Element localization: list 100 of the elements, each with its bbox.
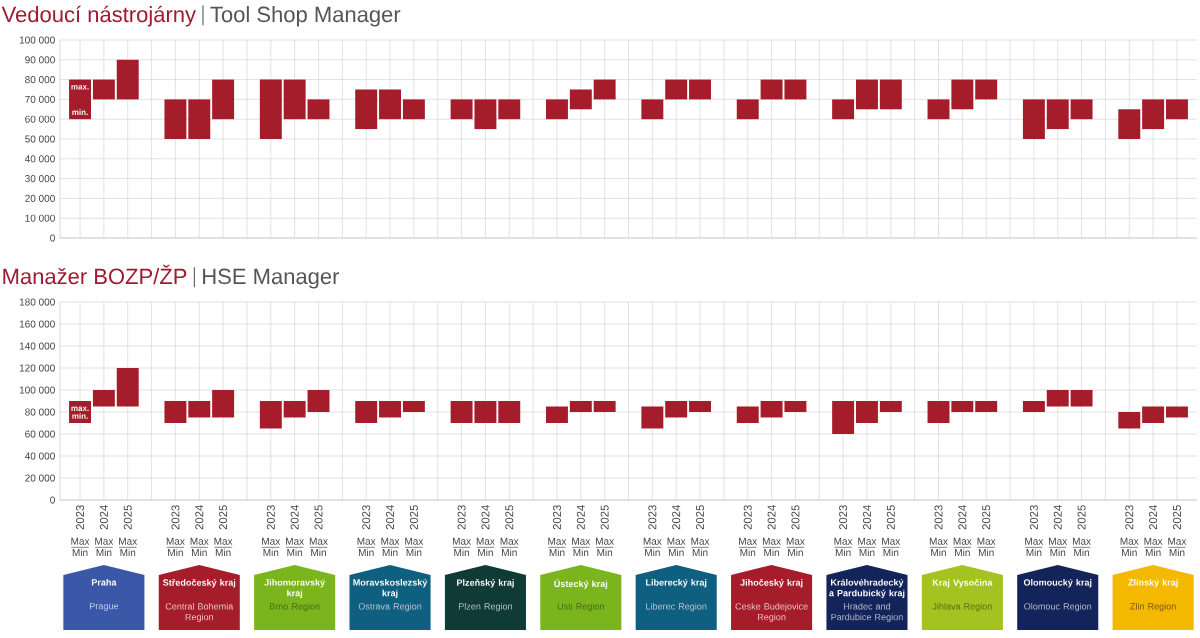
annotation: min.	[72, 109, 88, 115]
x-tick-label: 2023	[362, 505, 371, 530]
x-tick-label: 2024	[576, 505, 585, 530]
bar	[832, 400, 855, 434]
bar	[379, 89, 402, 120]
text: Max	[929, 537, 948, 545]
text: Max	[95, 537, 114, 545]
y-tick-label: 0	[50, 234, 55, 242]
text: Plzen Region	[458, 602, 513, 612]
bar	[164, 400, 187, 423]
y-tick-label: 100 000	[19, 36, 55, 44]
y-tick-label: 60 000	[25, 430, 55, 438]
x-tick-label: 2025	[219, 505, 228, 530]
text: Zlin Region	[1130, 602, 1176, 612]
text: Min	[358, 548, 374, 556]
x-tick-label: 2023	[171, 505, 180, 530]
text: Max	[214, 537, 233, 545]
x-tick-label: 2023	[1029, 505, 1038, 530]
bar	[307, 389, 330, 412]
text: Min	[1050, 548, 1066, 556]
bar	[546, 99, 568, 120]
bar	[975, 400, 998, 412]
text: Max	[1168, 537, 1187, 545]
x-tick-label: 2024	[672, 505, 681, 530]
text: Min	[406, 548, 422, 556]
chart-subtitle: Tool Shop Manager	[210, 6, 401, 27]
x-tick-label: 2025	[886, 505, 895, 530]
y-tick-label: 40 000	[24, 452, 55, 460]
bar	[355, 400, 378, 423]
bar	[116, 59, 139, 100]
text: Olomoucký kraj	[1023, 578, 1092, 588]
text: Brno Region	[269, 602, 320, 612]
y-tick-label: 120 000	[19, 364, 55, 372]
text: Jihomoravský kraj	[264, 578, 326, 599]
text: Max	[596, 537, 614, 545]
text: Min	[955, 548, 970, 556]
text: Max	[977, 537, 996, 545]
bar	[259, 400, 282, 429]
text: Max	[691, 537, 710, 545]
text: Max	[262, 537, 281, 545]
text: Min	[1169, 548, 1185, 556]
x-tick-label: 2023	[457, 505, 466, 530]
text: Min	[978, 548, 994, 556]
text: Max	[1025, 537, 1044, 545]
text: Max	[786, 537, 805, 545]
bar	[379, 400, 402, 418]
annotation: min.	[72, 412, 88, 419]
bar	[641, 406, 664, 429]
x-tick-label: 2023	[552, 505, 561, 530]
text: Min	[502, 548, 517, 556]
text: Moravskoslezský kraj	[353, 578, 428, 599]
bar	[212, 389, 235, 418]
text: Min	[645, 548, 660, 556]
bar	[402, 99, 425, 120]
text: Min	[168, 548, 183, 556]
text: Min	[597, 548, 613, 556]
text: Olomouc Region	[1024, 602, 1092, 612]
x-tick-label: 2025	[1077, 505, 1086, 530]
y-tick-label: 20 000	[25, 194, 55, 202]
text: Plzeňský kraj	[457, 578, 514, 588]
y-tick-label: 20 000	[25, 474, 55, 482]
text: Max	[1049, 537, 1068, 545]
x-tick-label: 2024	[767, 505, 776, 530]
bar	[1118, 109, 1141, 139]
text: Praha	[91, 578, 117, 586]
x-tick-label: 2025	[123, 505, 132, 530]
x-tick-label: 2024	[1149, 505, 1158, 530]
bar	[641, 99, 664, 120]
text: Min	[215, 548, 231, 556]
text: Usti Region	[557, 602, 604, 612]
text: Jihočeský kraj	[740, 578, 803, 588]
text: Max	[762, 537, 781, 545]
x-tick-label: 2025	[982, 505, 991, 530]
text: Min	[1122, 548, 1137, 556]
bar	[879, 400, 902, 412]
x-tick-label: 2024	[481, 505, 490, 530]
bar	[1046, 99, 1069, 130]
text: Min	[120, 548, 136, 556]
bar	[307, 99, 330, 120]
bar	[283, 400, 306, 418]
bar	[1118, 411, 1141, 429]
x-tick-label: 2023	[839, 505, 848, 530]
y-tick-label: 50 000	[25, 135, 55, 143]
text: Min	[287, 548, 303, 556]
annotation: max.	[71, 85, 89, 90]
x-tick-label: 2024	[1053, 505, 1062, 530]
text: Min	[1074, 548, 1089, 556]
bar	[856, 79, 878, 110]
text: Min	[263, 548, 279, 556]
bar	[259, 79, 282, 139]
x-tick-label: 2025	[505, 505, 514, 530]
text: Min	[1145, 548, 1161, 556]
bar	[188, 99, 211, 139]
bar	[498, 400, 521, 423]
text: Min	[573, 548, 589, 556]
text: Min	[692, 548, 708, 556]
x-tick-label: 2024	[195, 505, 204, 530]
text: Min	[883, 548, 899, 556]
bar	[402, 400, 425, 412]
text: Max	[1120, 537, 1139, 545]
